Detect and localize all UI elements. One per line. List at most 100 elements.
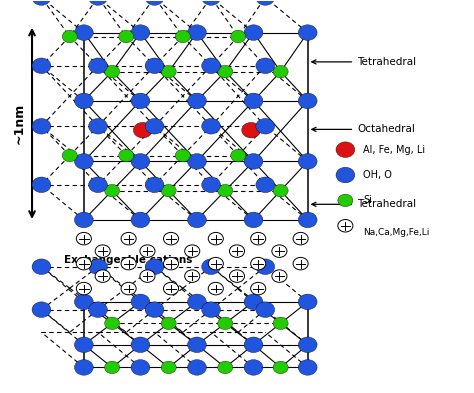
Circle shape [272,270,287,282]
Circle shape [256,259,275,275]
Circle shape [145,259,164,275]
Circle shape [74,154,93,169]
Circle shape [131,93,150,109]
Circle shape [338,220,353,232]
Circle shape [251,257,266,270]
Circle shape [229,245,245,257]
Circle shape [229,270,245,282]
Text: Si: Si [363,195,372,206]
Circle shape [62,30,77,43]
Circle shape [145,177,164,193]
Circle shape [298,337,317,353]
Circle shape [201,0,220,5]
Circle shape [76,257,91,270]
Circle shape [145,302,164,318]
Circle shape [338,194,353,207]
Circle shape [244,212,263,228]
Circle shape [145,118,164,134]
Circle shape [218,184,233,197]
Circle shape [89,177,108,193]
Circle shape [256,302,275,318]
Circle shape [74,25,93,40]
Circle shape [336,142,355,158]
Circle shape [32,58,51,73]
Circle shape [164,232,179,245]
Circle shape [131,360,150,375]
Circle shape [242,122,261,138]
Circle shape [161,65,176,78]
Circle shape [121,232,136,245]
Circle shape [32,118,51,134]
Circle shape [105,361,119,374]
Circle shape [89,259,108,275]
Circle shape [273,361,288,374]
Circle shape [251,282,266,295]
Circle shape [95,245,110,257]
Circle shape [201,177,220,193]
Circle shape [256,177,275,193]
Circle shape [105,317,119,330]
Circle shape [244,294,263,310]
Circle shape [140,245,155,257]
Circle shape [89,0,108,5]
Circle shape [188,360,206,375]
Circle shape [140,270,155,282]
Circle shape [298,154,317,169]
Circle shape [105,65,119,78]
Circle shape [201,58,220,73]
Circle shape [244,93,263,109]
Circle shape [131,154,150,169]
Circle shape [74,212,93,228]
Circle shape [175,149,191,162]
Circle shape [89,118,108,134]
Circle shape [74,337,93,353]
Circle shape [89,302,108,318]
Circle shape [201,302,220,318]
Circle shape [131,337,150,353]
Circle shape [201,259,220,275]
Circle shape [74,360,93,375]
Circle shape [161,184,176,197]
Circle shape [185,270,200,282]
Circle shape [231,149,246,162]
Circle shape [218,65,233,78]
Circle shape [105,184,119,197]
Text: Tetrahedral: Tetrahedral [312,199,416,209]
Circle shape [74,93,93,109]
Circle shape [298,93,317,109]
Circle shape [201,118,220,134]
Circle shape [208,282,223,295]
Circle shape [32,259,51,275]
Circle shape [256,58,275,73]
Text: Octahedral: Octahedral [312,124,415,134]
Circle shape [188,154,206,169]
Circle shape [273,317,288,330]
Circle shape [89,58,108,73]
Circle shape [164,282,179,295]
Circle shape [76,232,91,245]
Circle shape [188,212,206,228]
Text: Exchangeable cations: Exchangeable cations [64,255,193,266]
Circle shape [298,294,317,310]
Circle shape [244,337,263,353]
Circle shape [293,257,308,270]
Circle shape [145,0,164,5]
Circle shape [218,317,233,330]
Circle shape [256,0,275,5]
Circle shape [298,360,317,375]
Circle shape [32,0,51,5]
Circle shape [231,30,246,43]
Circle shape [121,282,136,295]
Circle shape [62,149,77,162]
Circle shape [74,294,93,310]
Circle shape [175,30,191,43]
Circle shape [188,337,206,353]
Circle shape [131,25,150,40]
Circle shape [133,122,152,138]
Circle shape [164,257,179,270]
Text: Tetrahedral: Tetrahedral [312,57,416,67]
Circle shape [32,177,51,193]
Circle shape [293,232,308,245]
Circle shape [118,149,134,162]
Circle shape [131,212,150,228]
